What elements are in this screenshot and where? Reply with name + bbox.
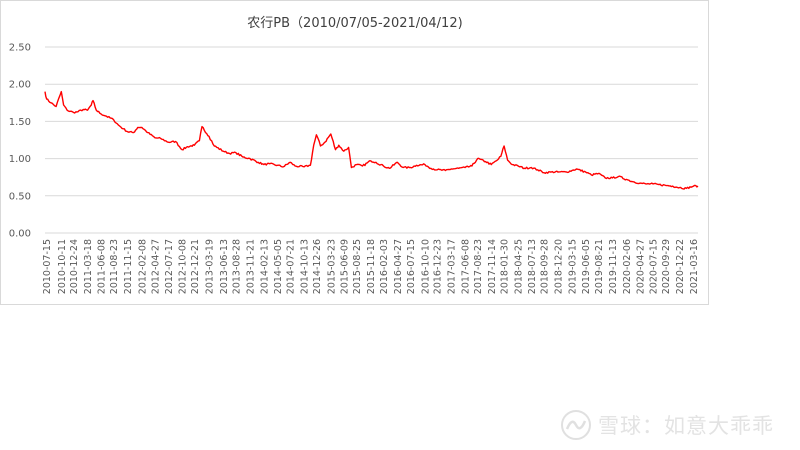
- chart-title: 农行PB（2010/07/05-2021/04/12): [247, 16, 462, 31]
- x-tick-label: 2014-07-21: [286, 239, 297, 294]
- x-tick-label: 2019-06-05: [581, 239, 592, 294]
- x-tick-label: 2019-03-15: [568, 239, 579, 294]
- chart-container: 农行PB（2010/07/05-2021/04/12) 0.00 0.50 1.00…: [0, 0, 709, 305]
- x-tick-label: 2015-03-23: [326, 239, 337, 294]
- x-tick-label: 2011-03-18: [83, 239, 94, 294]
- x-tick-label: 2017-03-17: [447, 239, 458, 294]
- x-tick-label: 2013-03-19: [204, 239, 215, 294]
- x-tick-label: 2010-10-11: [57, 239, 68, 294]
- x-tick-label: 2016-10-10: [420, 239, 431, 294]
- watermark-text: 雪球：如意大乖乖: [598, 414, 774, 438]
- x-tick-label: 2018-01-30: [500, 239, 511, 294]
- y-tick-label: 1.50: [9, 117, 31, 128]
- series-line: [44, 90, 699, 190]
- y-tick-label: 2.00: [9, 80, 31, 91]
- watermark: 雪球：如意大乖乖: [560, 408, 774, 442]
- x-tick-label: 2020-12-22: [675, 239, 686, 294]
- x-tick-label: 2012-04-27: [150, 239, 161, 294]
- x-tick-label: 2015-08-25: [352, 239, 363, 294]
- x-tick-label: 2013-06-13: [219, 239, 230, 294]
- x-tick-label: 2017-06-08: [460, 239, 471, 294]
- x-tick-label: 2018-12-20: [553, 239, 564, 294]
- x-tick-label: 2020-07-15: [649, 239, 660, 294]
- x-tick-label: 2018-09-28: [540, 239, 551, 294]
- line-chart: 农行PB（2010/07/05-2021/04/12) 0.00 0.50 1.00…: [9, 16, 700, 294]
- x-tick-label: 2017-08-23: [473, 239, 484, 294]
- x-tick-label: 2016-12-23: [433, 239, 444, 294]
- x-tick-label: 2016-04-27: [393, 239, 404, 294]
- x-tick-label: 2011-11-15: [123, 239, 134, 294]
- x-tick-label: 2013-08-28: [231, 239, 242, 294]
- x-tick-label: 2019-08-21: [594, 239, 605, 294]
- x-tick-label: 2010-12-24: [69, 239, 80, 294]
- x-tick-label: 2015-11-18: [366, 239, 377, 294]
- x-tick-label: 2021-03-16: [689, 239, 700, 294]
- x-tick-label: 2014-12-26: [312, 239, 323, 294]
- x-tick-label: 2012-10-08: [178, 239, 189, 294]
- y-tick-label: 0.50: [9, 191, 31, 202]
- x-tick-label: 2010-07-15: [42, 239, 53, 294]
- y-tick-label: 2.50: [9, 43, 31, 54]
- x-tick-label: 2016-07-15: [406, 239, 417, 294]
- x-tick-label: 2014-10-13: [300, 239, 311, 294]
- x-tick-label: 2020-02-06: [622, 239, 633, 294]
- x-tick-label: 2012-12-21: [190, 239, 201, 294]
- x-tick-label: 2018-07-13: [527, 239, 538, 294]
- x-tick-label: 2020-09-29: [661, 239, 672, 294]
- x-tick-label: 2015-06-09: [339, 239, 350, 294]
- x-tick-label: 2012-02-08: [137, 239, 148, 294]
- y-tick-label: 1.00: [9, 154, 31, 165]
- x-tick-label: 2020-04-27: [635, 239, 646, 294]
- x-tick-label: 2011-08-23: [109, 239, 120, 294]
- x-tick-label: 2014-02-13: [259, 239, 270, 294]
- x-tick-label: 2017-11-14: [487, 239, 498, 294]
- x-tick-label: 2016-02-03: [379, 239, 390, 294]
- x-tick-label: 2011-06-08: [97, 239, 108, 294]
- x-tick-label: 2013-11-21: [245, 239, 256, 294]
- x-tick-label: 2012-07-17: [164, 239, 175, 294]
- x-tick-label: 2014-05-05: [273, 239, 284, 294]
- snowball-logo-icon: [561, 410, 591, 440]
- x-tick-label: 2018-04-25: [514, 239, 525, 294]
- x-tick-label: 2019-11-13: [608, 239, 619, 294]
- y-tick-label: 0.00: [9, 229, 31, 240]
